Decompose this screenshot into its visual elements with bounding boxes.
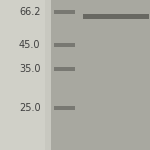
Text: 25.0: 25.0	[19, 103, 40, 113]
Bar	[54, 106, 75, 110]
Text: 66.2: 66.2	[19, 7, 40, 17]
Text: 45.0: 45.0	[19, 40, 40, 50]
Bar	[82, 14, 148, 19]
Text: 35.0: 35.0	[19, 64, 40, 74]
Bar	[54, 10, 75, 14]
Bar	[54, 43, 75, 47]
Bar	[51, 0, 150, 150]
Bar	[0, 0, 45, 150]
Bar	[54, 67, 75, 71]
